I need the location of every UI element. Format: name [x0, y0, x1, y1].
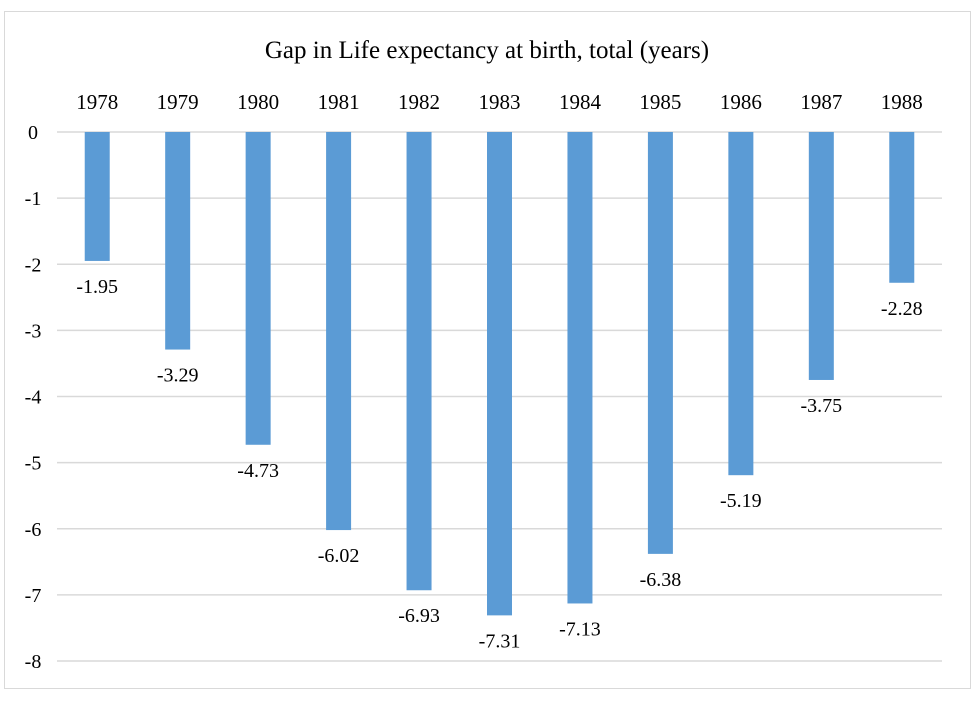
y-tick-label: -5	[25, 453, 42, 475]
y-tick-label: -6	[25, 519, 42, 541]
x-tick-label: 1981	[318, 90, 360, 114]
bar	[84, 132, 110, 261]
bar	[647, 132, 673, 554]
y-tick-label: -7	[25, 585, 42, 607]
data-label: -6.02	[318, 545, 360, 567]
data-label: -7.13	[559, 618, 601, 640]
y-tick-label: -4	[25, 387, 42, 409]
data-label: -4.73	[237, 460, 279, 482]
bar-series	[84, 132, 915, 616]
data-label: -6.38	[640, 569, 682, 591]
x-tick-label: 1986	[720, 90, 762, 114]
data-label: -3.29	[157, 365, 199, 387]
y-tick-label: -8	[25, 651, 42, 673]
x-tick-label: 1980	[237, 90, 279, 114]
data-label: -7.31	[479, 630, 521, 652]
bar	[245, 132, 271, 445]
y-tick-label: 0	[28, 122, 38, 144]
bar	[326, 132, 352, 531]
bar	[808, 132, 834, 380]
bar	[567, 132, 593, 604]
x-tick-label: 1983	[479, 90, 521, 114]
x-tick-label: 1982	[398, 90, 440, 114]
y-tick-label: -3	[25, 320, 42, 342]
x-tick-label: 1987	[800, 90, 842, 114]
data-labels: -1.95 -3.29 -4.73 -6.02 -6.93 -7.31 -7.13 -6.38…	[76, 276, 922, 652]
data-label: -1.95	[76, 276, 118, 298]
chart-title: Gap in Life expectancy at birth, total (…	[265, 37, 709, 64]
x-axis-ticks: 1978 1979 1980 1981 1982 1983 1984 1985 1986 1987…	[76, 90, 923, 114]
y-tick-label: -2	[25, 254, 42, 276]
bar	[487, 132, 512, 616]
data-label: -6.93	[398, 605, 440, 627]
x-tick-label: 1985	[639, 90, 681, 114]
bar	[728, 132, 754, 476]
bar	[165, 132, 191, 350]
y-tick-label: -1	[25, 188, 42, 210]
data-label: -2.28	[881, 298, 923, 320]
bar	[889, 132, 915, 283]
bar	[406, 132, 432, 591]
data-label: -3.75	[800, 395, 842, 417]
y-axis-ticks: 0 -1 -2 -3 -4 -5 -6 -7 -8	[25, 122, 42, 673]
x-tick-label: 1979	[157, 90, 199, 114]
x-tick-label: 1984	[559, 90, 602, 114]
x-tick-label: 1978	[76, 90, 118, 114]
x-tick-label: 1988	[881, 90, 923, 114]
data-label: -5.19	[720, 490, 762, 512]
